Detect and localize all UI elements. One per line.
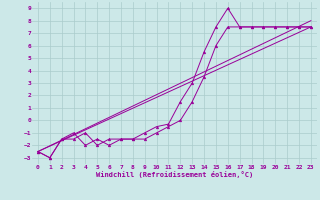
X-axis label: Windchill (Refroidissement éolien,°C): Windchill (Refroidissement éolien,°C)	[96, 171, 253, 178]
